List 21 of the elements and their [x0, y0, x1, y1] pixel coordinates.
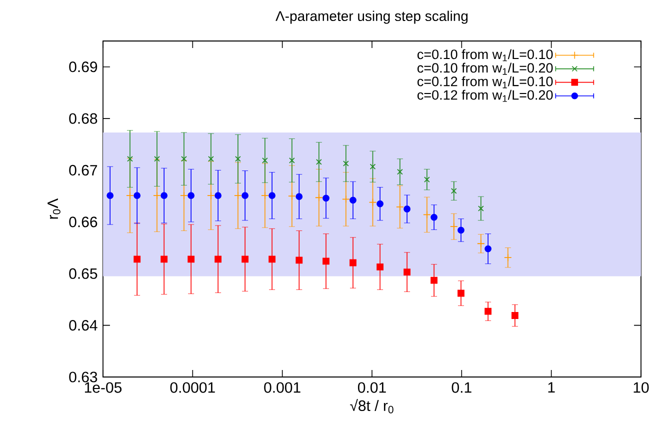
legend-label: c=0.10 from w$_{1}$/L=0.20	[417, 62, 553, 75]
x-tick-label: 1	[548, 382, 555, 393]
y-axis-title: r$_{0}$Λ	[48, 198, 60, 219]
legend-label: c=0.12 from w$_{1}$/L=0.10	[417, 76, 553, 88]
x-tick-label: 0.1	[452, 382, 472, 393]
y-tick-label: 0.68	[69, 113, 98, 124]
x-tick-label: 1e-05	[84, 382, 122, 393]
x-tick-label: 10	[634, 382, 649, 393]
x-tick-label: 0.01	[358, 382, 386, 393]
x-tick-label: 0.0001	[170, 382, 215, 393]
x-tick-label: 0.001	[264, 382, 300, 393]
chart-title: Λ-parameter using step scaling	[276, 10, 468, 24]
y-tick-label: 0.66	[69, 216, 98, 228]
y-tick-label: 0.65	[69, 268, 98, 279]
y-tick-label: 0.69	[69, 62, 98, 72]
x-axis-title: √8t / r$_{0}$	[350, 399, 394, 414]
y-tick-label: 0.67	[69, 164, 98, 176]
legend-label: c=0.10 from w$_{1}$/L=0.10	[417, 49, 553, 62]
y-tick-label: 0.64	[69, 320, 98, 331]
legend-label: c=0.12 from w$_{1}$/L=0.20	[417, 90, 553, 102]
y-tick-label: 0.63	[69, 372, 98, 382]
